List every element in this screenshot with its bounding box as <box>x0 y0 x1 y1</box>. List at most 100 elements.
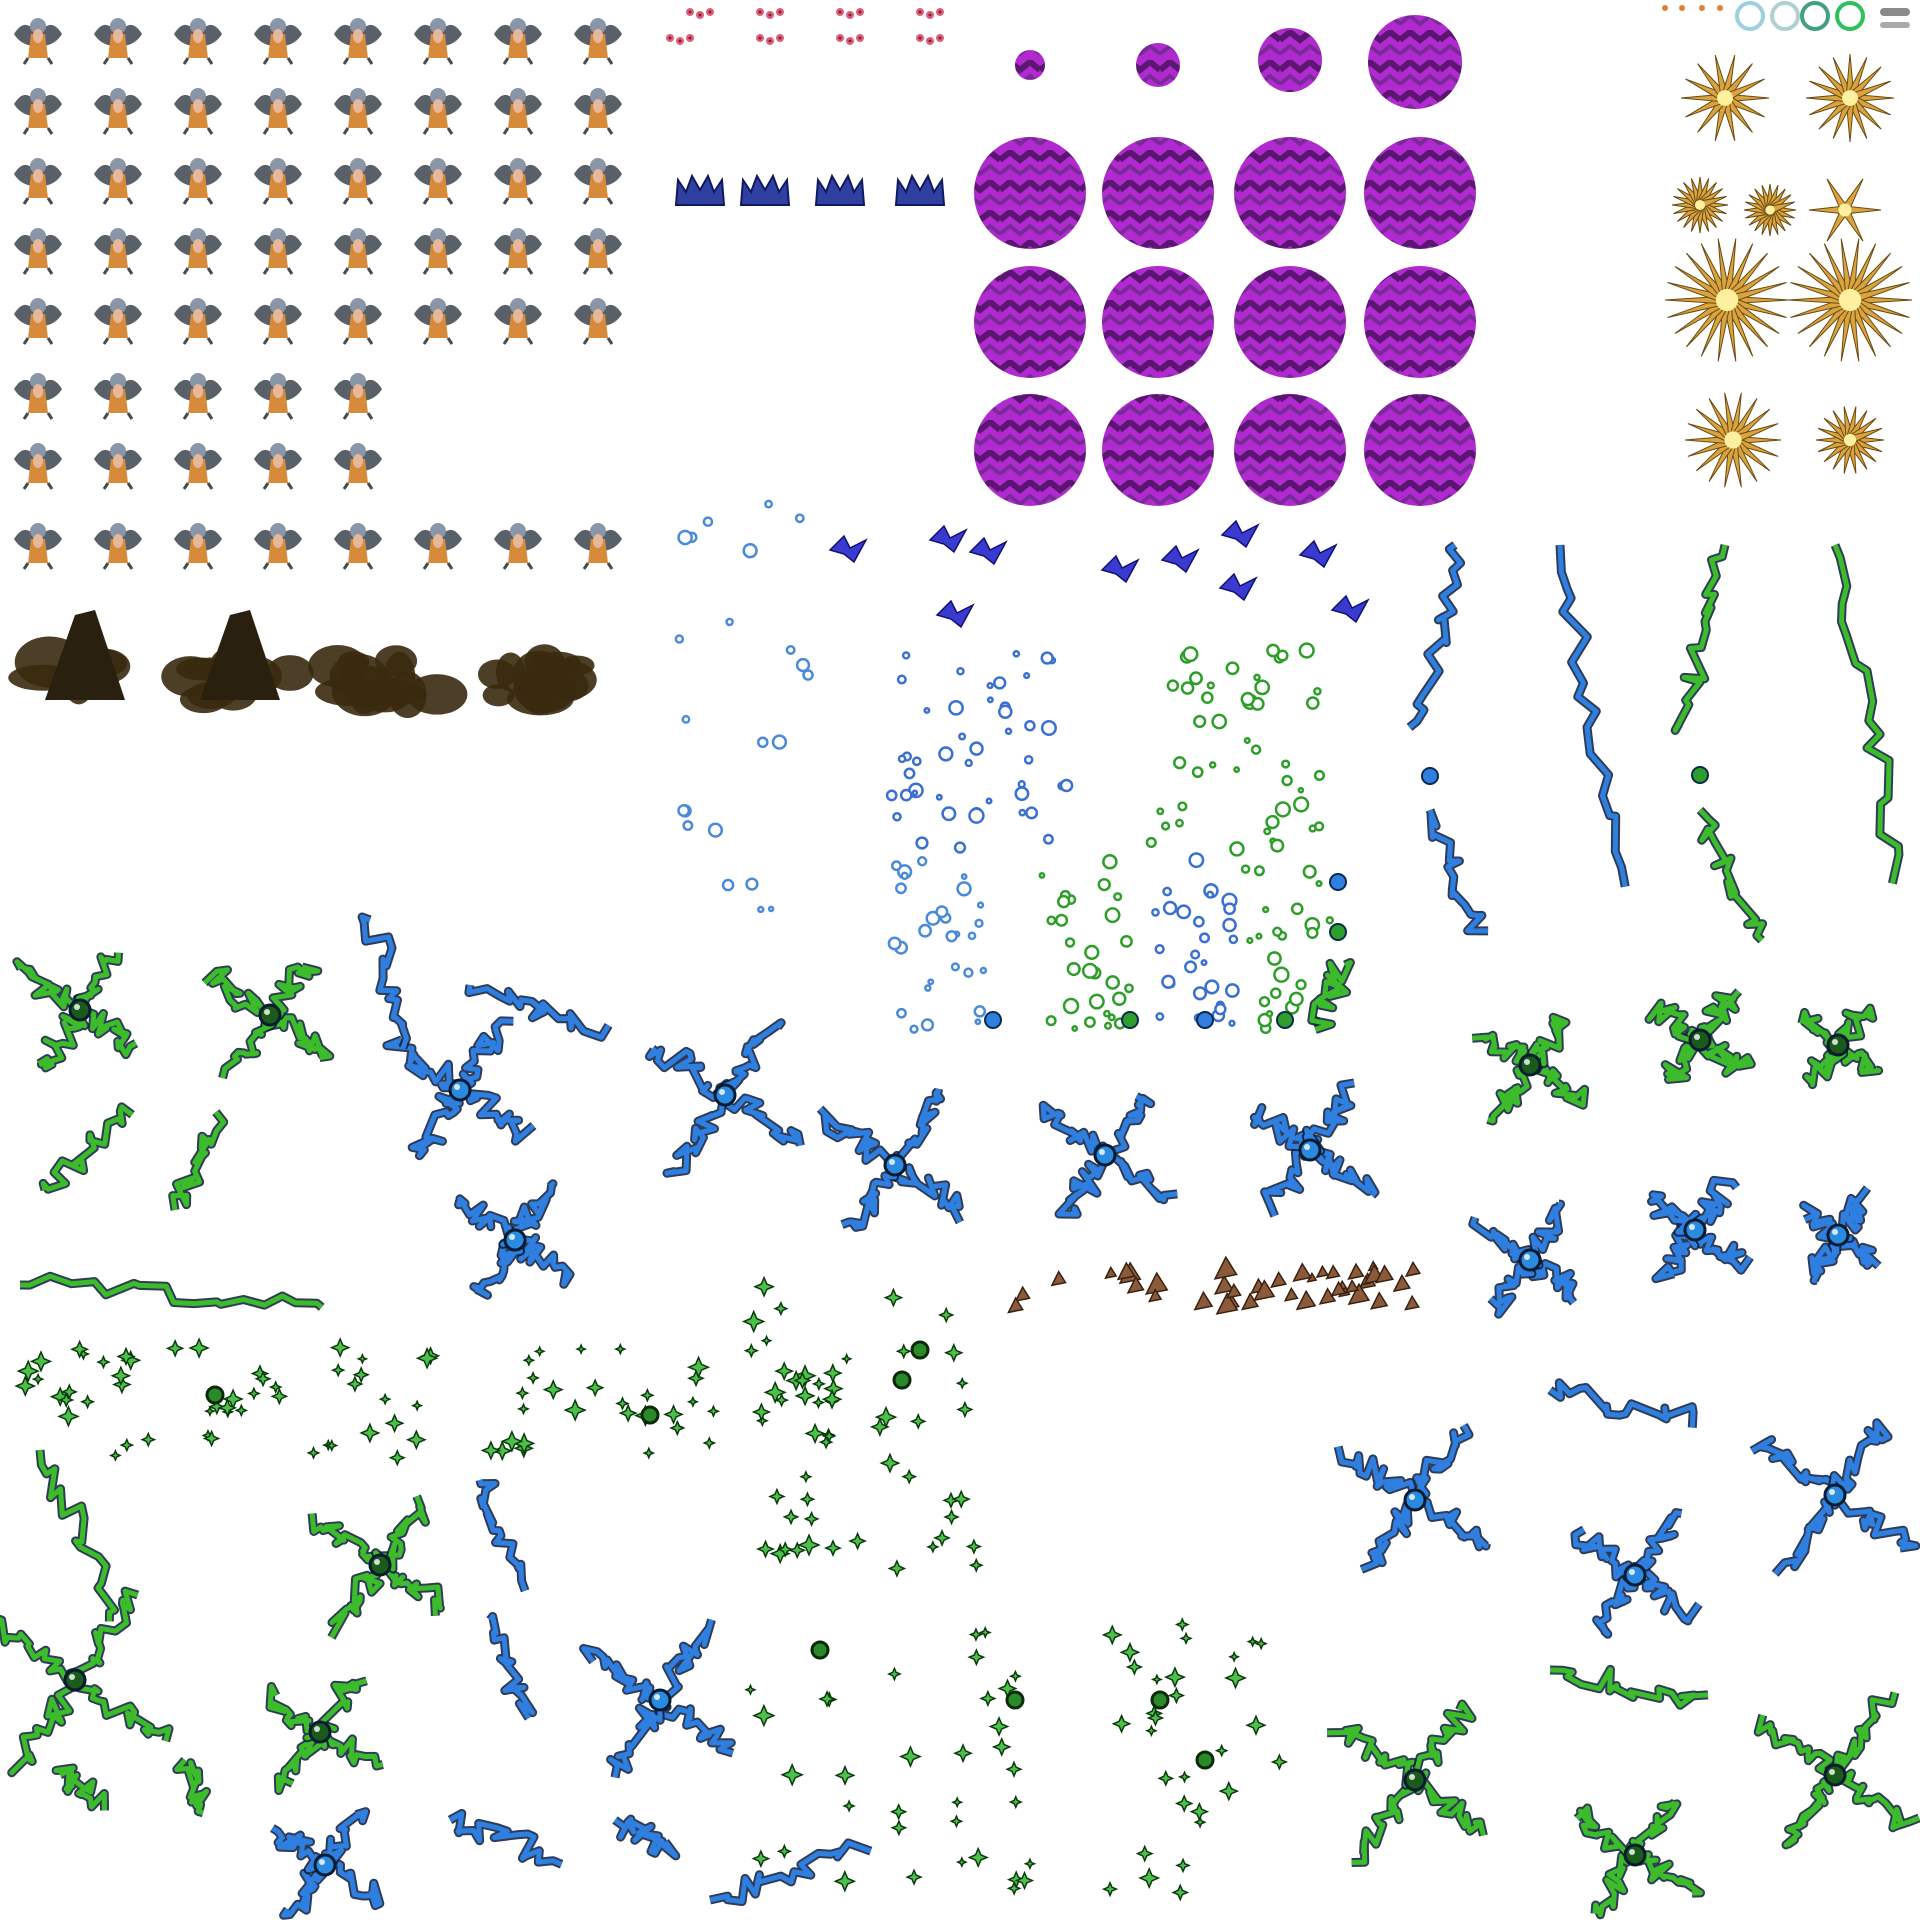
cross-lightning-orb <box>0 1586 174 1778</box>
golden-spike-burst <box>1680 54 1770 142</box>
blue-shard <box>935 599 975 629</box>
lightning-bolt <box>1425 808 1489 936</box>
harpy-sprite-frame <box>494 88 542 135</box>
harpy-sprite-frame <box>94 443 142 490</box>
golden-spike-burst <box>1684 392 1782 488</box>
golden-spike-burst <box>1787 238 1913 362</box>
cross-lightning-orb <box>1799 1185 1882 1285</box>
green-sparkle <box>741 1275 974 1508</box>
lightning-bolt <box>709 1838 873 1906</box>
harpy-sprite-frame <box>94 373 142 420</box>
cross-lightning-orb <box>1749 1418 1920 1577</box>
lightning-bolt <box>612 1814 681 1861</box>
harpy-sprite-frame <box>574 523 622 570</box>
purple-orb <box>1234 137 1346 249</box>
harpy-sprite-frame <box>174 373 222 420</box>
sparkle-core-orb <box>640 1405 660 1425</box>
cross-lightning-orb <box>270 1807 385 1920</box>
lightning-bolt <box>35 1449 119 1622</box>
dark-smoke-frames <box>8 610 597 719</box>
golden-spike-burst <box>1671 176 1729 234</box>
purple-orb <box>1015 50 1045 80</box>
harpy-sprite-frame <box>574 158 622 205</box>
sparkle-core-orb <box>1195 1750 1215 1770</box>
purple-orb <box>974 137 1086 249</box>
harpy-sprite-frame <box>414 298 462 345</box>
bubble-particles <box>1151 852 1240 1027</box>
lightning-bolt-frames <box>1307 541 1904 1034</box>
purple-orb <box>1364 394 1476 506</box>
cross-lightning-orb <box>1644 988 1756 1084</box>
harpy-sprite-frame <box>414 158 462 205</box>
green-sparkle <box>614 1342 721 1460</box>
cross-lightning-orb <box>1570 1508 1703 1639</box>
cross-lightning-orb <box>1753 1691 1920 1850</box>
rock-debris <box>1007 1270 1067 1314</box>
golden-spike-burst <box>1743 183 1797 237</box>
harpy-sprite-frame <box>254 298 302 345</box>
harpy-sprite-frame <box>14 373 62 420</box>
harpy-sprite-frame <box>14 88 62 135</box>
harpy-sprite-frame <box>94 523 142 570</box>
cross-lightning-orb <box>1327 1699 1488 1867</box>
harpy-sprite-frame <box>414 18 462 65</box>
harpy-sprite-frame <box>14 523 62 570</box>
harpy-sprite-frame <box>254 523 302 570</box>
harpy-sprite-frame <box>254 88 302 135</box>
lightning-bolt <box>1696 806 1768 944</box>
rock-debris-frames <box>1007 1255 1422 1315</box>
harpy-sprite-frame <box>14 228 62 275</box>
blue-shard <box>1218 572 1258 602</box>
ring-icon <box>1800 1 1830 31</box>
harpy-sprite-frame <box>14 443 62 490</box>
sparkle-core-orb <box>205 1385 225 1405</box>
ring-icon <box>1770 1 1800 31</box>
bubble-particle-frames <box>674 499 1709 1035</box>
lightning-bolt <box>38 1102 135 1194</box>
tiny-gold-spark <box>1679 5 1685 11</box>
dark-smoke-cloud <box>308 645 468 719</box>
rock-debris <box>1193 1255 1276 1315</box>
lightning-bolt <box>172 1757 211 1818</box>
purple-orb <box>1234 394 1346 506</box>
harpy-sprite-frame <box>334 228 382 275</box>
flower-cluster <box>836 8 864 19</box>
harpy-sprite-frame <box>14 158 62 205</box>
cross-lightning-orb <box>579 1618 736 1779</box>
purple-orb <box>1136 43 1180 87</box>
harpy-sprite-frame <box>494 523 542 570</box>
blue-crown <box>814 173 866 206</box>
harpy-character-frames <box>14 18 622 570</box>
lightning-bolt <box>1830 543 1904 885</box>
harpy-sprite-frame <box>254 443 302 490</box>
cross-lightning-orb <box>1797 1003 1884 1090</box>
loose-lightning-frames <box>19 912 1709 1906</box>
green-sparkle <box>1101 1617 1289 1902</box>
lightning-bolt <box>1555 544 1630 888</box>
bubble-particles <box>887 856 988 1034</box>
rock-debris <box>1104 1261 1169 1303</box>
dark-smoke-cloud <box>477 644 597 716</box>
purple-orb-frames <box>974 15 1476 506</box>
bubble-particles <box>1038 853 1134 1032</box>
energy-orb <box>1196 1011 1214 1029</box>
green-sparkle <box>14 1339 142 1462</box>
lightning-bolt <box>357 912 411 1050</box>
flower-cluster <box>916 34 944 45</box>
lightning-bolt <box>464 984 613 1042</box>
golden-spike-burst <box>1808 178 1882 242</box>
gray-bar-icon <box>1880 8 1910 16</box>
green-sparkle <box>743 1342 844 1445</box>
purple-orb <box>1102 394 1214 506</box>
green-sparkle <box>756 1452 984 1578</box>
cross-lightning-orb <box>1333 1423 1491 1574</box>
lightning-bolt <box>447 1809 564 1869</box>
harpy-sprite-frame <box>334 158 382 205</box>
harpy-sprite-frame <box>94 88 142 135</box>
cross-lightning-orb <box>1468 1199 1578 1319</box>
harpy-sprite-frame <box>334 298 382 345</box>
harpy-sprite-frame <box>174 443 222 490</box>
purple-orb <box>1364 137 1476 249</box>
